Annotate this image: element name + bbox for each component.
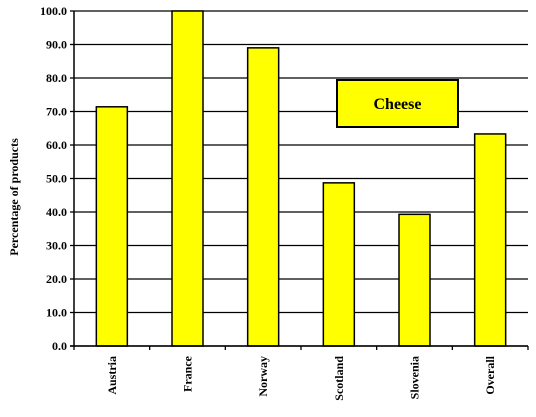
y-tick-label: 90.0 — [46, 38, 67, 52]
y-tick-label: 0.0 — [52, 339, 67, 353]
annotation-text: Cheese — [374, 96, 422, 113]
y-axis-title: Percentage of products — [7, 138, 21, 256]
x-tick-label: Overall — [483, 355, 497, 394]
bar-slovenia — [398, 213, 431, 347]
bar-norway — [246, 47, 280, 347]
bar-france — [171, 10, 204, 347]
y-tick-label: 80.0 — [46, 71, 67, 85]
bar-austria — [95, 106, 129, 347]
bar-scotland — [322, 182, 356, 347]
x-tick-label: Norway — [256, 356, 270, 397]
chart-annotation: Cheese — [336, 79, 459, 128]
x-tick-label: Scotland — [332, 356, 346, 401]
annotation-box — [336, 79, 459, 128]
y-tick-label: 100.0 — [40, 4, 67, 18]
y-tick-label: 60.0 — [46, 138, 67, 152]
y-tick-label: 10.0 — [46, 306, 67, 320]
bars — [95, 10, 507, 347]
bar-overall — [473, 133, 507, 347]
x-tick-label: Austria — [105, 356, 119, 395]
gridlines — [74, 10, 528, 347]
y-tick-label: 50.0 — [46, 172, 67, 186]
y-tick-label: 70.0 — [46, 105, 67, 119]
x-tick-label: France — [181, 355, 195, 392]
y-tick-label: 20.0 — [46, 272, 67, 286]
y-tick-labels: 0.0 10.0 20.0 30.0 40.0 50.0 60.0 70.0 80.0 90.0 1… — [40, 4, 74, 353]
x-tick-labels: Austria France Norway Scotland Slovenia Overa… — [73, 346, 529, 401]
y-tick-label: 40.0 — [46, 205, 67, 219]
x-tick-label: Slovenia — [408, 356, 422, 399]
y-tick-label: 30.0 — [46, 239, 67, 253]
